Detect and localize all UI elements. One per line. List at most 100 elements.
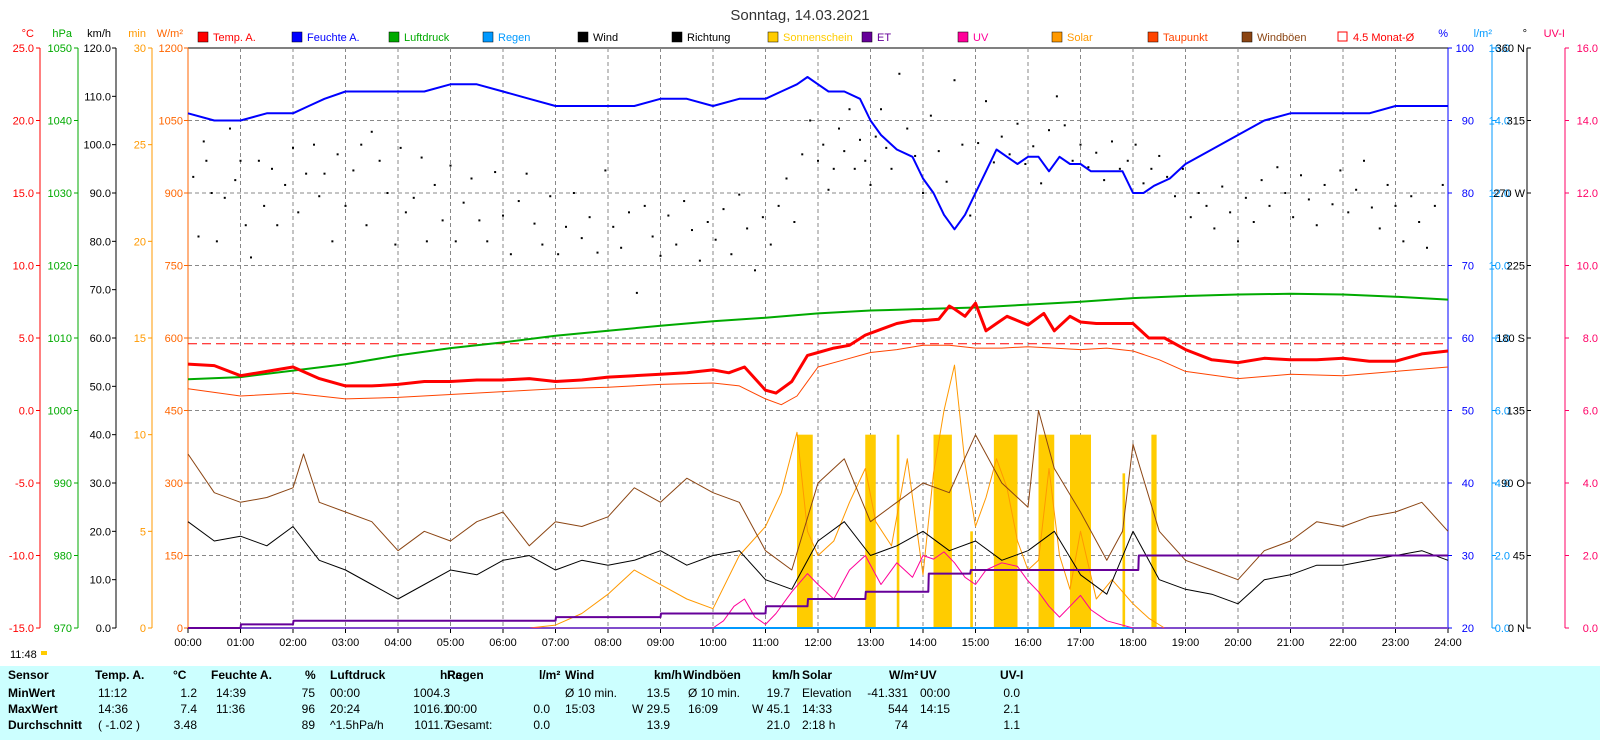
direction-point [1276, 166, 1279, 169]
direction-point [714, 238, 717, 241]
summary-solar-value: 74 [894, 718, 908, 732]
direction-point [412, 196, 415, 199]
summary-temp-value: 7.4 [180, 702, 197, 716]
direction-point [635, 291, 638, 294]
direction-point [1158, 154, 1161, 157]
direction-point [914, 154, 917, 157]
sunshine-bar [933, 434, 952, 628]
direction-point [843, 150, 846, 153]
direction-point [1268, 204, 1271, 207]
direction-point [859, 138, 861, 141]
direction-point [1024, 163, 1027, 165]
direction-point [722, 208, 725, 211]
tick-label-wind: 80.0 [90, 236, 111, 248]
summary-row-label: MaxWert [8, 702, 58, 716]
direction-point [433, 183, 436, 186]
direction-point [331, 240, 334, 243]
legend-label: 4.5 Monat-Ø [1353, 32, 1415, 44]
tick-label-uvi: 8.0 [1583, 333, 1598, 345]
direction-point [1339, 169, 1342, 172]
summary-gusts-time: Ø 10 min. [688, 686, 741, 700]
x-tick-label: 03:00 [332, 637, 360, 649]
direction-point [1142, 182, 1145, 185]
legend-swatch [957, 31, 969, 43]
tick-label-uvi: 2.0 [1583, 551, 1598, 563]
tick-label-wind: 110.0 [84, 91, 111, 103]
tick-label-humidity: 30 [1462, 551, 1474, 563]
tick-label-wind: 30.0 [90, 478, 111, 490]
direction-point [1378, 227, 1381, 230]
direction-point [297, 211, 300, 214]
direction-point [1000, 135, 1003, 138]
axis-title-pressure: hPa [52, 28, 72, 40]
summary-uv-value: 0.0 [1003, 686, 1020, 700]
direction-point [1441, 183, 1444, 186]
x-tick-label: 02:00 [279, 637, 307, 649]
tick-label-uvi: 0.0 [1583, 623, 1598, 635]
direction-point [1126, 159, 1129, 162]
legend-label: Feuchte A. [307, 32, 360, 44]
summary-pressure-value: 1016.1 [413, 702, 450, 716]
summary-header-sensor: Sensor [8, 668, 49, 682]
tick-label-solar: 1050 [159, 116, 183, 128]
summary-wind-value: W 29.5 [631, 702, 670, 716]
direction-point [659, 254, 662, 257]
direction-point [809, 119, 812, 122]
direction-point [1370, 206, 1373, 209]
summary-uv-value: 2.1 [1003, 702, 1020, 716]
axis-title-wind: km/h [87, 28, 111, 40]
direction-point [906, 127, 909, 130]
direction-point [336, 153, 339, 156]
direction-point [864, 159, 867, 162]
tick-label-direction: 0 N [1508, 623, 1525, 635]
direction-point [953, 79, 956, 82]
tick-label-wind: 60.0 [90, 333, 111, 345]
legend: Temp. A. Feuchte A. Luftdruck Regen Wind Rich… [197, 31, 1415, 44]
direction-point [1016, 122, 1019, 125]
direction-point [494, 171, 497, 174]
tick-label-humidity: 90 [1462, 116, 1474, 128]
summary-unit-solar: W/m² [889, 668, 919, 682]
direction-point [922, 192, 924, 194]
direction-point [478, 219, 481, 222]
direction-point [769, 243, 772, 246]
summary-solar-time: Elevation [802, 686, 852, 700]
tick-label-humidity: 80 [1462, 188, 1474, 200]
summary-pressure-time: 00:00 [330, 686, 361, 700]
tick-label-wind: 20.0 [90, 526, 111, 538]
direction-point [746, 227, 749, 230]
weather-chart: Sonntag, 14.03.2021 °C 25.0 20.0 15.0 10.0 5.… [9, 7, 1598, 661]
direction-point [612, 225, 615, 228]
sunshine-bar [970, 531, 973, 628]
direction-point [210, 192, 213, 194]
axis-title-solar: W/m² [157, 28, 184, 40]
direction-point [284, 183, 287, 186]
tick-label-humidity: 40 [1462, 478, 1474, 490]
direction-point [1300, 174, 1302, 177]
direction-point [1118, 167, 1121, 170]
direction-point [1292, 216, 1295, 219]
direction-point [777, 204, 780, 207]
summary-header-humidity: Feuchte A. [211, 668, 272, 682]
tick-label-pressure: 1010 [48, 333, 72, 345]
direction-point [801, 153, 804, 156]
tick-label-sunshine: 0 [140, 623, 146, 635]
summary-gusts-time: 16:09 [688, 702, 719, 716]
tick-label-wind: 10.0 [90, 575, 111, 587]
legend-swatch [197, 31, 209, 43]
tick-label-wind: 70.0 [90, 285, 111, 297]
direction-point [1347, 211, 1350, 214]
x-tick-label: 19:00 [1172, 637, 1200, 649]
direction-point [1252, 221, 1255, 223]
direction-point [378, 159, 381, 162]
tick-label-sunshine: 20 [134, 236, 146, 248]
direction-point [738, 193, 741, 196]
direction-point [192, 175, 195, 178]
summary-unit-temp: °C [173, 668, 187, 682]
direction-point [628, 211, 630, 214]
tick-label-rain: 4.0 [1495, 478, 1510, 490]
direction-point [462, 201, 465, 204]
tick-label-direction: 315 [1507, 116, 1525, 128]
direction-point [1315, 224, 1318, 227]
direction-point [318, 195, 321, 198]
